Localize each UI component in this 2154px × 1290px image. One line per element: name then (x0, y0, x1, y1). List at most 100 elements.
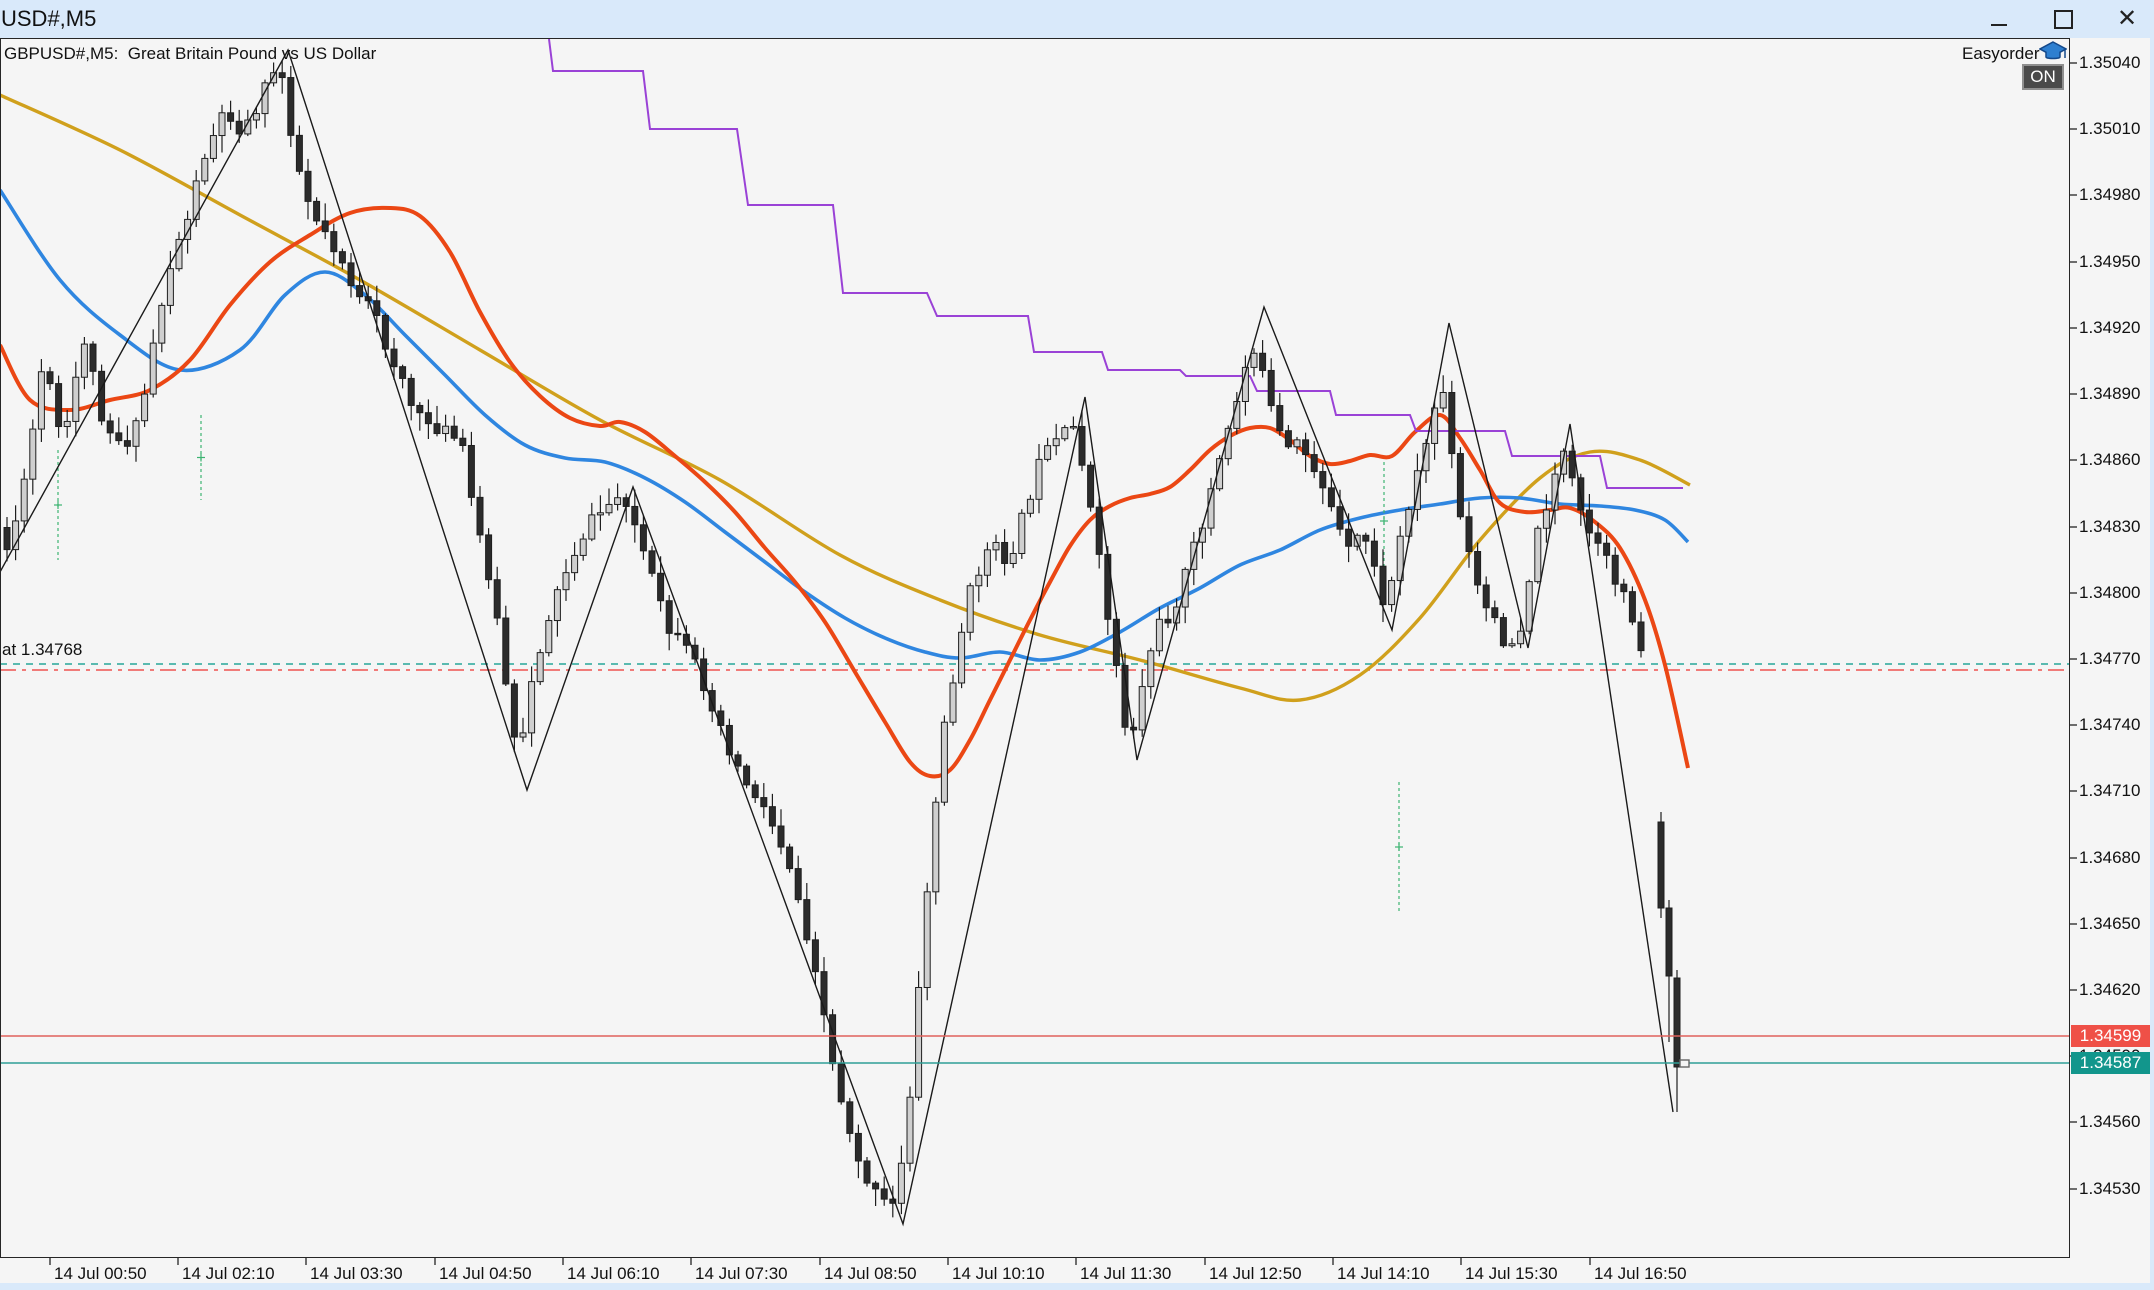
candle-body (1069, 426, 1077, 429)
candle-body (209, 135, 217, 159)
candle-body (330, 231, 338, 253)
candle-body (1568, 450, 1576, 479)
close-button[interactable]: ✕ (2110, 4, 2144, 34)
candle-body (373, 300, 381, 316)
candle-body (932, 801, 940, 893)
candle-body (407, 377, 415, 406)
candle-body (416, 404, 424, 414)
candle-body (1018, 512, 1026, 554)
candle-body (184, 218, 192, 240)
candle-body (743, 765, 751, 786)
price-tick-label: 1.34950 (2079, 252, 2141, 271)
candle-body (777, 825, 785, 848)
time-tick-label: 14 Jul 16:50 (1594, 1264, 1687, 1283)
candle-body (1250, 352, 1258, 368)
candle-body (1594, 532, 1602, 544)
candle-body (1673, 977, 1681, 1068)
candle-body (820, 971, 828, 1016)
time-tick-label: 14 Jul 08:50 (824, 1264, 917, 1283)
candle-body (949, 682, 957, 723)
candle-body (1173, 606, 1181, 624)
candle-body (1611, 554, 1619, 585)
candle-body (123, 440, 131, 447)
candle-body (786, 846, 794, 870)
candle-body (141, 393, 149, 422)
time-tick-label: 14 Jul 10:10 (952, 1264, 1045, 1283)
window-title: USD#,M5 (1, 6, 97, 31)
price-tick-label: 1.34560 (2079, 1112, 2141, 1131)
candle-body (12, 520, 20, 551)
candle-body (1044, 445, 1052, 460)
chart-symbol-header: GBPUSD#,M5: Great Britain Pound vs US Do… (4, 44, 377, 63)
candle-body (1078, 426, 1086, 466)
candle-body (46, 371, 54, 385)
candle-body (605, 503, 613, 514)
candle-body (674, 632, 682, 636)
candle-body (562, 572, 570, 591)
candle-body (1302, 439, 1310, 456)
zigzag-line (1, 48, 1674, 1227)
candle-body (631, 505, 639, 526)
candle-body (639, 524, 647, 552)
candle-body (115, 432, 123, 442)
candle-body (235, 120, 243, 135)
candle-body (803, 899, 811, 941)
candle-body (252, 113, 260, 121)
candle-body (923, 891, 931, 989)
time-tick-label: 14 Jul 12:50 (1209, 1264, 1302, 1283)
maximize-button[interactable] (2046, 4, 2080, 34)
candle-body (270, 72, 278, 84)
candle-body (571, 554, 579, 574)
candle-body (1396, 535, 1404, 582)
candle-body (1061, 427, 1069, 440)
candle-body (897, 1162, 905, 1204)
candle-body (596, 512, 604, 516)
price-tick-label: 1.35040 (2079, 53, 2141, 72)
candle-body (29, 428, 37, 480)
candle-body (1517, 630, 1525, 645)
candle-body (149, 342, 157, 395)
candle-body (1628, 591, 1636, 623)
candle-body (1164, 618, 1172, 624)
candle-body (476, 496, 484, 536)
candle-body (1130, 726, 1138, 731)
candle-body (760, 797, 768, 808)
candle-body (794, 868, 802, 901)
candle-body (872, 1182, 880, 1190)
candle-body (1259, 352, 1267, 371)
candle-body (459, 437, 467, 446)
candle-body (657, 572, 665, 602)
candle-body (313, 200, 321, 222)
candle-body (510, 683, 518, 738)
candle-body (536, 652, 544, 683)
time-tick-label: 14 Jul 11:30 (1080, 1264, 1172, 1283)
candle-body (424, 412, 432, 425)
candle-body (1155, 618, 1163, 652)
candle-body (1319, 471, 1327, 489)
candle-body (811, 939, 819, 973)
candle-body (1388, 580, 1396, 606)
candle-body (1284, 430, 1292, 448)
candle-body (485, 534, 493, 581)
candle-body (588, 514, 596, 540)
easyorder-on-button[interactable]: ON (2022, 64, 2064, 90)
minimize-button[interactable] (1982, 4, 2016, 34)
candle-body (433, 423, 441, 435)
candle-body (227, 112, 235, 122)
time-tick-label: 14 Jul 00:50 (54, 1264, 147, 1283)
candle-body (837, 1063, 845, 1103)
candle-body (1293, 439, 1301, 448)
candle-body (1310, 454, 1318, 473)
time-tick-label: 14 Jul 03:30 (310, 1264, 403, 1283)
candle-body (1637, 621, 1645, 652)
candle-body (338, 251, 346, 264)
candle-body (278, 72, 286, 79)
candle-body (889, 1198, 897, 1204)
candle-body (1345, 528, 1353, 547)
candle-body (1370, 540, 1378, 567)
time-tick-label: 14 Jul 15:30 (1465, 1264, 1558, 1283)
candle-body (502, 617, 510, 685)
window-frame-bottom (0, 1283, 2154, 1290)
